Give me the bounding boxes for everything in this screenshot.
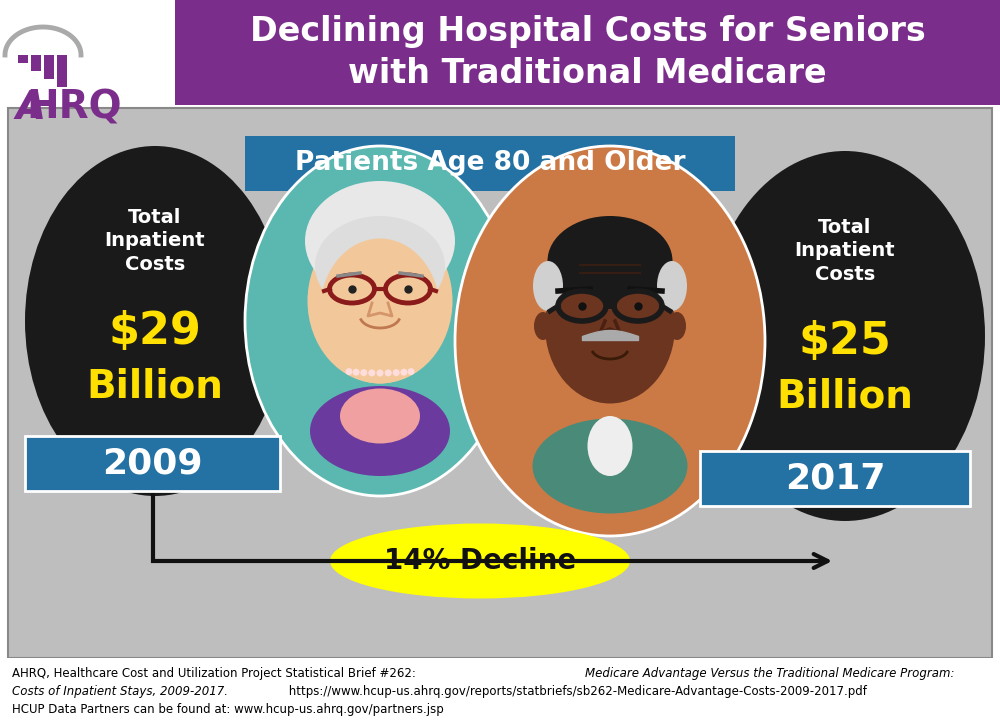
Text: Billion: Billion [87, 367, 223, 405]
FancyBboxPatch shape [44, 55, 54, 79]
Text: 14% Decline: 14% Decline [384, 547, 576, 575]
Text: https://www.hcup-us.ahrq.gov/reports/statbriefs/sb262-Medicare-Advantage-Costs-2: https://www.hcup-us.ahrq.gov/reports/sta… [285, 684, 867, 697]
Ellipse shape [315, 216, 445, 316]
Ellipse shape [588, 416, 633, 476]
Ellipse shape [308, 218, 452, 384]
Ellipse shape [310, 386, 450, 476]
Circle shape [360, 369, 367, 376]
Circle shape [353, 368, 360, 376]
Circle shape [385, 369, 392, 376]
FancyBboxPatch shape [18, 55, 28, 63]
Text: HCUP Data Partners can be found at: www.hcup-us.ahrq.gov/partners.jsp: HCUP Data Partners can be found at: www.… [12, 702, 444, 715]
Text: Total
Inpatient
Costs: Total Inpatient Costs [105, 208, 205, 274]
FancyBboxPatch shape [175, 0, 1000, 105]
Text: Costs of Inpatient Stays, 2009-2017.: Costs of Inpatient Stays, 2009-2017. [12, 684, 228, 697]
Circle shape [368, 369, 375, 376]
Ellipse shape [309, 297, 327, 325]
Ellipse shape [533, 261, 563, 311]
Text: $29: $29 [109, 309, 201, 353]
Ellipse shape [340, 389, 420, 443]
Text: Billion: Billion [777, 377, 913, 415]
Text: HRQ: HRQ [26, 89, 122, 127]
Text: Patients Age 80 and Older: Patients Age 80 and Older [295, 151, 685, 177]
Ellipse shape [25, 146, 285, 496]
Ellipse shape [330, 523, 630, 598]
Circle shape [345, 368, 352, 375]
Circle shape [408, 368, 415, 375]
FancyBboxPatch shape [31, 55, 41, 71]
Circle shape [376, 369, 384, 376]
Ellipse shape [305, 181, 455, 301]
Text: Total
Inpatient
Costs: Total Inpatient Costs [795, 218, 895, 284]
Ellipse shape [534, 312, 552, 340]
FancyBboxPatch shape [8, 108, 992, 658]
Ellipse shape [668, 312, 686, 340]
Ellipse shape [548, 216, 672, 306]
Ellipse shape [330, 275, 374, 303]
Ellipse shape [614, 291, 662, 321]
Ellipse shape [545, 249, 675, 404]
Text: 2017: 2017 [785, 461, 885, 495]
Ellipse shape [245, 146, 515, 496]
Ellipse shape [657, 261, 687, 311]
Ellipse shape [532, 418, 688, 513]
FancyBboxPatch shape [700, 451, 970, 506]
FancyBboxPatch shape [25, 436, 280, 491]
Text: Declining Hospital Costs for Seniors
with Traditional Medicare: Declining Hospital Costs for Seniors wit… [250, 15, 925, 90]
Text: $25: $25 [799, 319, 891, 363]
FancyBboxPatch shape [245, 136, 735, 191]
Text: A: A [16, 89, 46, 127]
Ellipse shape [433, 297, 451, 325]
Circle shape [393, 369, 400, 376]
Circle shape [400, 368, 407, 376]
FancyBboxPatch shape [57, 55, 67, 87]
Text: Medicare Advantage Versus the Traditional Medicare Program:: Medicare Advantage Versus the Traditiona… [585, 666, 954, 679]
Ellipse shape [320, 239, 440, 384]
Text: AHRQ, Healthcare Cost and Utilization Project Statistical Brief #262:: AHRQ, Healthcare Cost and Utilization Pr… [12, 666, 420, 679]
Text: 2009: 2009 [102, 446, 203, 480]
Ellipse shape [386, 275, 430, 303]
Ellipse shape [455, 146, 765, 536]
FancyBboxPatch shape [0, 0, 175, 105]
Ellipse shape [558, 291, 606, 321]
FancyBboxPatch shape [0, 658, 1000, 721]
Ellipse shape [705, 151, 985, 521]
